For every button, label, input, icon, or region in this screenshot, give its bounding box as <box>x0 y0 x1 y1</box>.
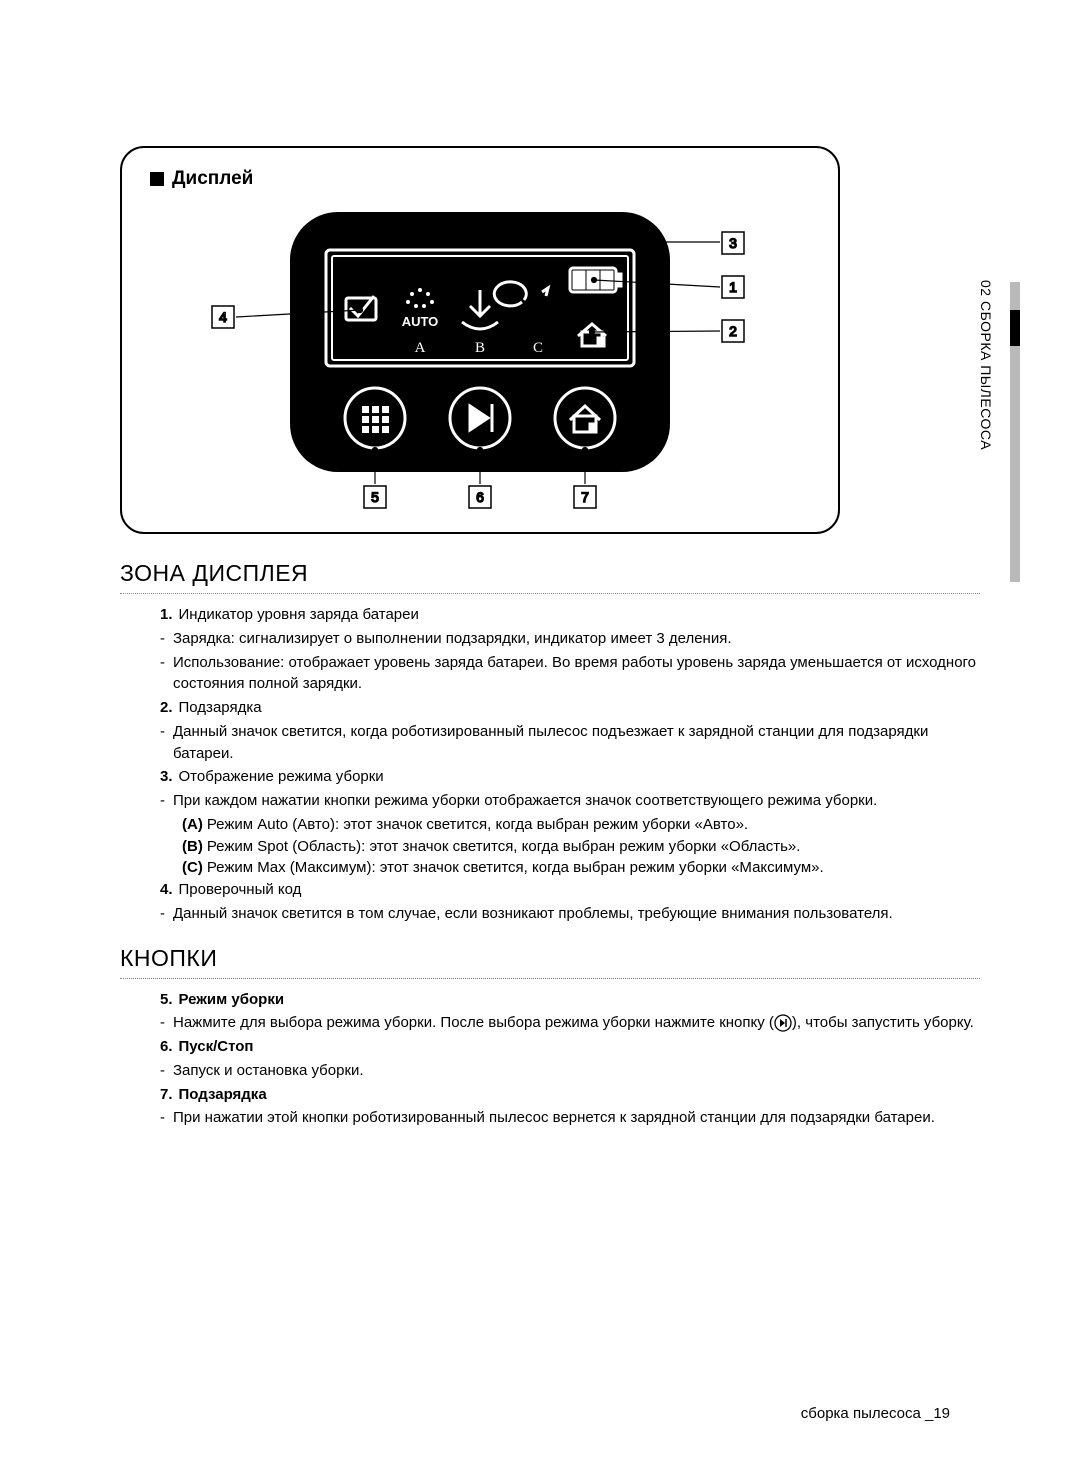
list-text: Запуск и остановка уборки. <box>173 1060 364 1082</box>
buttons-title: КНОПКИ <box>120 945 980 972</box>
footer-page-number: 19 <box>933 1405 950 1422</box>
divider <box>120 978 980 979</box>
svg-text:C: C <box>533 340 543 356</box>
list-num: 4. <box>160 879 173 901</box>
svg-text:3: 3 <box>729 235 737 251</box>
list-text: При каждом нажатии кнопки режима уборки … <box>173 790 877 812</box>
list-title: Отображение режима уборки <box>179 766 384 788</box>
svg-text:6: 6 <box>476 489 484 505</box>
play-pause-icon <box>774 1014 792 1032</box>
list-text: Нажмите для выбора режима уборки. После … <box>173 1012 974 1034</box>
buttons-content: 5.Режим уборки - Нажмите для выбора режи… <box>120 989 980 1130</box>
svg-text:4: 4 <box>219 309 227 325</box>
side-tab: 02 СБОРКА ПЫЛЕСОСА <box>978 280 998 455</box>
list-title: Проверочный код <box>179 879 302 901</box>
svg-text:7: 7 <box>581 489 589 505</box>
list-num: 2. <box>160 697 173 719</box>
list-text: Зарядка: сигнализирует о выполнении подз… <box>173 628 732 650</box>
divider <box>120 593 980 594</box>
side-tab-marker <box>1010 310 1020 346</box>
svg-text:AUTO: AUTO <box>402 314 439 329</box>
list-text: При нажатии этой кнопки роботизированный… <box>173 1107 935 1129</box>
display-diagram: AUTO A B C <box>150 202 810 512</box>
svg-text:5: 5 <box>371 489 379 505</box>
list-title: Подзарядка <box>179 1084 267 1106</box>
list-text: Данный значок светится в том случае, есл… <box>173 903 893 925</box>
svg-text:2: 2 <box>729 323 737 339</box>
square-bullet-icon <box>150 172 164 186</box>
svg-text:A: A <box>415 340 426 356</box>
list-num: 7. <box>160 1084 173 1106</box>
list-num: 1. <box>160 604 173 626</box>
diagram-title: Дисплей <box>172 168 253 190</box>
list-text: Режим Spot (Область): этот значок светит… <box>207 836 801 858</box>
zone-title: ЗОНА ДИСПЛЕЯ <box>120 560 980 587</box>
list-title: Подзарядка <box>179 697 262 719</box>
list-text: Режим Auto (Авто): этот значок светится,… <box>207 814 748 836</box>
list-num: 5. <box>160 989 173 1011</box>
list-num: 6. <box>160 1036 173 1058</box>
zone-content: 1.Индикатор уровня заряда батареи -Заряд… <box>120 604 980 925</box>
list-text: Использование: отображает уровень заряда… <box>173 652 980 696</box>
display-diagram-panel: Дисплей <box>120 146 840 534</box>
svg-text:1: 1 <box>729 279 737 295</box>
page-footer: сборка пылесоса _19 <box>801 1405 950 1422</box>
list-title: Пуск/Стоп <box>179 1036 254 1058</box>
footer-label: сборка пылесоса _ <box>801 1405 934 1422</box>
list-title: Индикатор уровня заряда батареи <box>179 604 419 626</box>
list-text: Режим Max (Максимум): этот значок светит… <box>207 857 824 879</box>
list-num: 3. <box>160 766 173 788</box>
list-text: Данный значок светится, когда роботизиро… <box>173 721 980 765</box>
list-title: Режим уборки <box>179 989 285 1011</box>
svg-text:B: B <box>475 340 485 356</box>
side-tab-text: 02 СБОРКА ПЫЛЕСОСА <box>978 280 994 450</box>
